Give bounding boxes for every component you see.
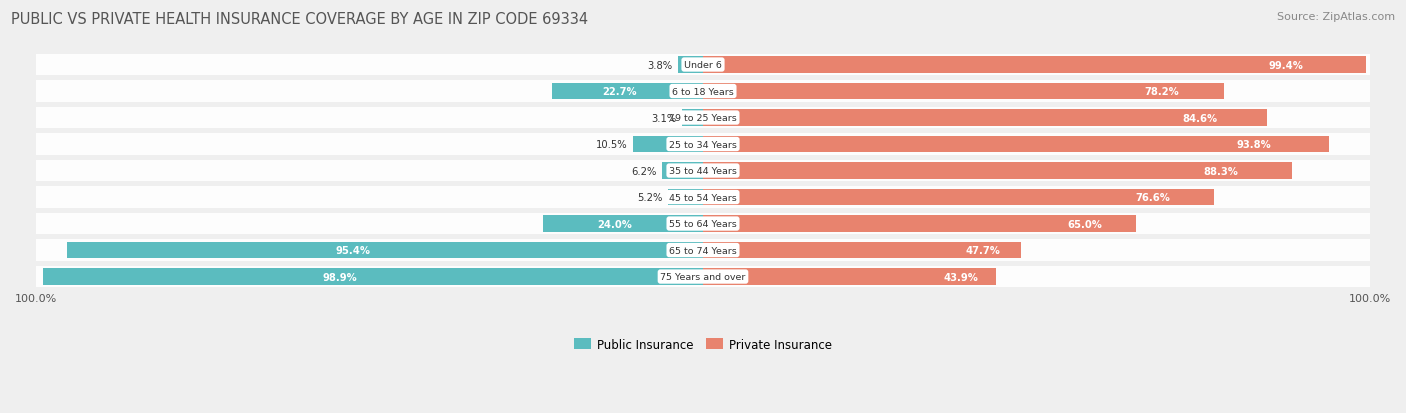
FancyBboxPatch shape [37,107,1369,129]
Text: 6 to 18 Years: 6 to 18 Years [672,87,734,96]
FancyBboxPatch shape [37,187,1369,209]
Bar [703,136,1329,153]
Text: 10.5%: 10.5% [596,140,627,150]
Text: 93.8%: 93.8% [1236,140,1271,150]
Text: 24.0%: 24.0% [598,219,633,229]
Text: 35 to 44 Years: 35 to 44 Years [669,166,737,176]
Bar [703,83,1225,100]
Bar [703,163,1292,179]
Bar [703,269,995,285]
Text: 75 Years and over: 75 Years and over [661,273,745,281]
Bar [703,216,1136,232]
Text: 5.2%: 5.2% [637,192,664,202]
Bar [703,242,1021,259]
Bar [551,83,703,100]
Bar [682,110,703,126]
Text: Source: ZipAtlas.com: Source: ZipAtlas.com [1277,12,1395,22]
Text: 55 to 64 Years: 55 to 64 Years [669,220,737,228]
Text: 43.9%: 43.9% [943,272,979,282]
Bar [543,216,703,232]
Text: 84.6%: 84.6% [1182,113,1218,123]
Bar [703,57,1365,74]
Text: 19 to 25 Years: 19 to 25 Years [669,114,737,123]
Text: 6.2%: 6.2% [631,166,657,176]
Text: 3.1%: 3.1% [652,113,678,123]
Legend: Public Insurance, Private Insurance: Public Insurance, Private Insurance [574,338,832,351]
Text: 25 to 34 Years: 25 to 34 Years [669,140,737,149]
Bar [67,242,703,259]
Text: 47.7%: 47.7% [966,245,1000,255]
Bar [668,190,703,206]
Bar [662,163,703,179]
Bar [703,190,1213,206]
Text: 88.3%: 88.3% [1204,166,1239,176]
Text: PUBLIC VS PRIVATE HEALTH INSURANCE COVERAGE BY AGE IN ZIP CODE 69334: PUBLIC VS PRIVATE HEALTH INSURANCE COVER… [11,12,588,27]
FancyBboxPatch shape [37,81,1369,103]
Text: 76.6%: 76.6% [1135,192,1170,202]
Text: 45 to 54 Years: 45 to 54 Years [669,193,737,202]
Text: 65.0%: 65.0% [1067,219,1102,229]
Text: 99.4%: 99.4% [1268,60,1303,70]
FancyBboxPatch shape [37,160,1369,182]
FancyBboxPatch shape [37,213,1369,235]
FancyBboxPatch shape [37,55,1369,76]
Text: 95.4%: 95.4% [336,245,371,255]
Text: Under 6: Under 6 [685,61,721,70]
Text: 65 to 74 Years: 65 to 74 Years [669,246,737,255]
Bar [633,136,703,153]
Bar [703,110,1267,126]
Text: 78.2%: 78.2% [1144,87,1180,97]
FancyBboxPatch shape [37,266,1369,288]
Text: 3.8%: 3.8% [647,60,672,70]
Bar [44,269,703,285]
Text: 22.7%: 22.7% [602,87,637,97]
FancyBboxPatch shape [37,240,1369,261]
Text: 98.9%: 98.9% [323,272,357,282]
FancyBboxPatch shape [37,134,1369,156]
Bar [678,57,703,74]
